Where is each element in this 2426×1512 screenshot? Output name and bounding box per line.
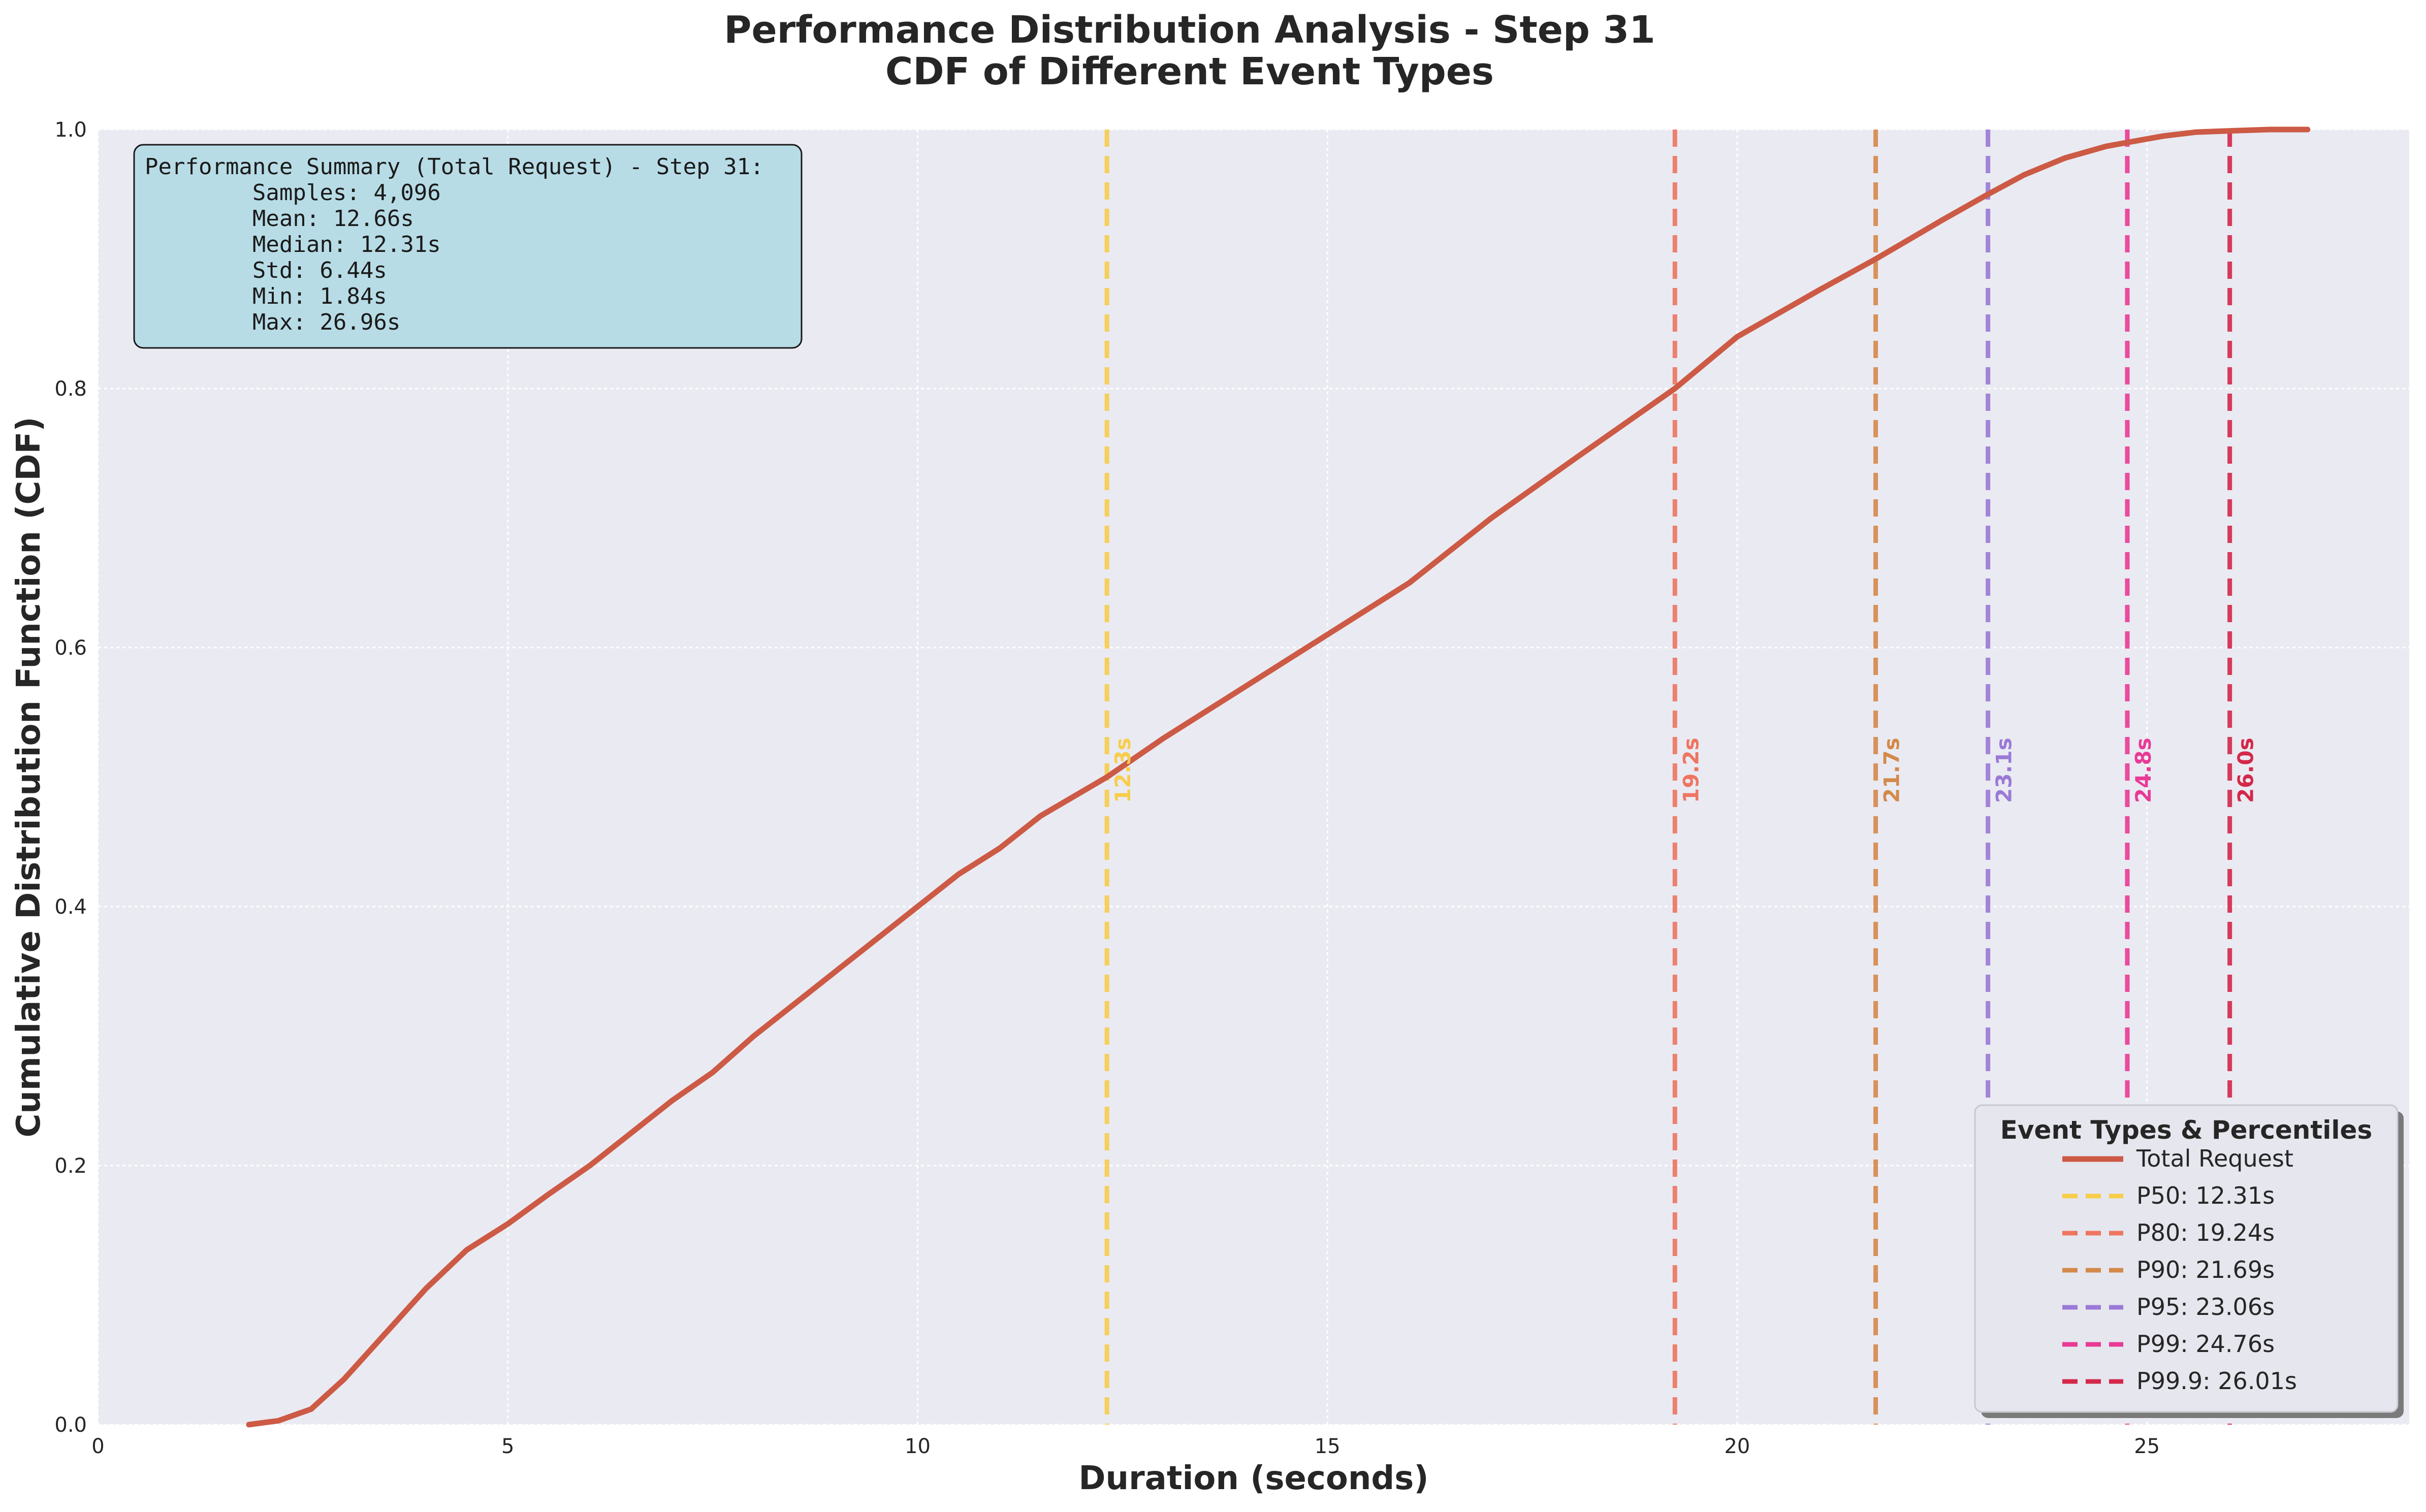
legend-entry-label: P99.9: 26.01s xyxy=(2136,1367,2297,1395)
legend-entry-label: P99: 24.76s xyxy=(2136,1330,2275,1358)
stats-line: Median: 12.31s xyxy=(145,232,441,258)
x-tick-label: 0 xyxy=(91,1435,104,1458)
legend-box xyxy=(1974,1104,2399,1413)
percentile-label-p99-9: 26.0s xyxy=(2233,737,2258,803)
y-tick-label: 0.0 xyxy=(54,1413,87,1437)
percentile-labels: 12.3s 19.2s 21.7s 23.1s 24.8s 26.0s xyxy=(1110,737,2258,803)
chart-title: Performance Distribution Analysis - Step… xyxy=(724,8,1655,52)
legend-entry-label: Total Request xyxy=(2136,1145,2293,1172)
percentile-label-p80: 19.2s xyxy=(1678,737,1703,803)
stats-box-lines: Performance Summary (Total Request) - St… xyxy=(145,154,764,335)
y-axis-label: Cumulative Distribution Function (CDF) xyxy=(10,416,48,1137)
stats-line: Performance Summary (Total Request) - St… xyxy=(145,154,764,180)
y-tick-label: 0.2 xyxy=(54,1154,87,1178)
x-tick-label: 10 xyxy=(905,1435,931,1458)
y-tick-label: 0.6 xyxy=(54,636,87,660)
legend-entry-label: P90: 21.69s xyxy=(2136,1256,2275,1283)
grid-lines xyxy=(97,128,2409,1426)
stats-box: Performance Summary (Total Request) - St… xyxy=(133,144,803,349)
stats-line: Mean: 12.66s xyxy=(145,206,414,232)
y-tick-label: 1.0 xyxy=(54,118,87,142)
y-tick-label: 0.4 xyxy=(54,895,87,919)
percentile-label-p99: 24.8s xyxy=(2131,737,2156,803)
stats-line: Samples: 4,096 xyxy=(145,180,441,206)
stats-line: Std: 6.44s xyxy=(145,258,387,283)
series-group xyxy=(246,126,2311,1428)
stats-line: Max: 26.96s xyxy=(145,309,400,335)
x-axis-ticks: 0 5 10 15 20 25 xyxy=(91,1435,2160,1458)
percentile-lines xyxy=(1104,130,2232,1425)
x-tick-label: 5 xyxy=(501,1435,514,1458)
legend-entry-label: P80: 19.24s xyxy=(2136,1219,2275,1246)
y-tick-label: 0.8 xyxy=(54,377,87,401)
percentile-label-p90: 21.7s xyxy=(1879,737,1904,803)
stats-box-background xyxy=(133,144,803,349)
percentile-label-p50: 12.3s xyxy=(1110,737,1135,803)
x-tick-label: 15 xyxy=(1315,1435,1340,1458)
x-tick-label: 25 xyxy=(2134,1435,2160,1458)
y-axis-ticks: 0.0 0.2 0.4 0.6 0.8 1.0 xyxy=(54,118,87,1437)
x-axis-label: Duration (seconds) xyxy=(1078,1460,1428,1497)
legend-entry-label: P50: 12.31s xyxy=(2136,1182,2275,1209)
percentile-label-p95: 23.1s xyxy=(1992,737,2017,803)
stats-line: Min: 1.84s xyxy=(145,283,387,309)
legend-entry-label: P95: 23.06s xyxy=(2136,1293,2275,1321)
chart-subtitle: CDF of Different Event Types xyxy=(885,50,1494,93)
legend-entries: Total Request P50: 12.31s P80: 19.24s P90: … xyxy=(2062,1145,2297,1395)
x-tick-label: 20 xyxy=(1724,1435,1750,1458)
series-line-total-request xyxy=(246,126,2311,1428)
legend-title: Event Types & Percentiles xyxy=(2000,1115,2372,1145)
legend: Event Types & Percentiles Total Request P… xyxy=(1974,1104,2404,1418)
